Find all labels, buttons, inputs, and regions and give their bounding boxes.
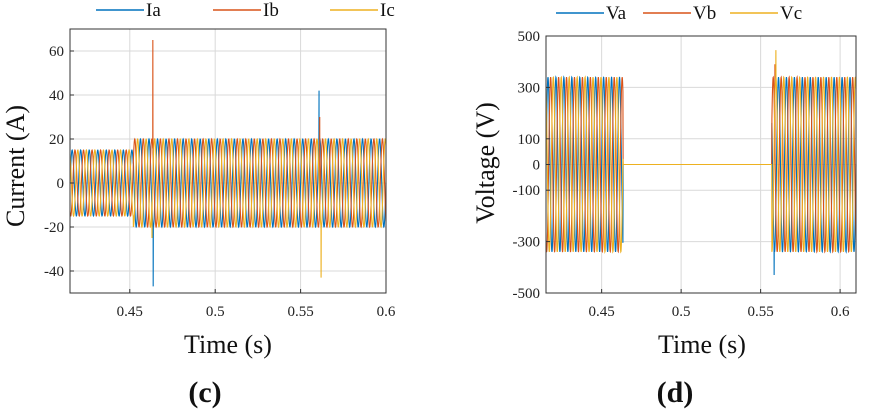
current-y-tick-label: 0 [57, 176, 65, 192]
current-y-tick-label: 20 [49, 132, 64, 148]
voltage-panel-label: (d) [657, 376, 694, 409]
legend-label-vc: Vc [780, 3, 802, 24]
voltage-y-tick-label: -500 [513, 286, 541, 302]
series-line-ic [69, 137, 387, 278]
voltage-x-tick-label: 0.55 [747, 304, 773, 320]
current-plot-frame [69, 28, 387, 294]
voltage-x-tick-label: 0.5 [672, 304, 691, 320]
voltage-legend: Va Vb Vc [556, 3, 802, 24]
voltage-y-tick-label: 300 [518, 80, 541, 96]
current-x-axis-label: Time (s) [184, 330, 272, 359]
legend-label-va: Va [606, 3, 627, 24]
current-legend: Ia Ib Ic [96, 0, 395, 21]
current-series-lines [69, 39, 387, 287]
current-x-tick-label: 0.55 [287, 304, 313, 320]
legend-label-vb: Vb [693, 3, 716, 24]
current-tick-labels: 0.45 0.5 0.55 0.6 -40 -20 0 20 40 60 [44, 44, 396, 320]
voltage-x-tick-label: 0.45 [589, 304, 615, 320]
voltage-series-lines [545, 50, 857, 276]
current-y-tick-label: -40 [44, 264, 64, 280]
voltage-y-tick-label: 500 [518, 29, 541, 45]
voltage-x-tick-label: 0.6 [831, 304, 850, 320]
voltage-x-axis-label: Time (s) [658, 330, 746, 359]
current-x-tick-label: 0.45 [117, 304, 143, 320]
current-x-tick-label: 0.6 [377, 304, 396, 320]
current-y-axis-label: Current (A) [1, 105, 30, 227]
series-line-ib [69, 39, 387, 229]
voltage-y-axis-label: Voltage (V) [471, 102, 500, 224]
legend-label-ia: Ia [146, 0, 161, 21]
legend-label-ic: Ic [380, 0, 395, 21]
series-line-ia [69, 90, 387, 287]
series-line-vc [545, 50, 857, 254]
legend-label-ib: Ib [263, 0, 279, 21]
current-y-tick-label: 40 [49, 88, 64, 104]
current-chart: 0.45 0.5 0.55 0.6 -40 -20 0 20 40 60 Ia Ib Ic Time … [1, 0, 396, 409]
voltage-y-tick-label: -300 [513, 235, 541, 251]
current-panel-label: (c) [188, 376, 221, 409]
current-y-tick-label: 60 [49, 44, 64, 60]
voltage-y-tick-label: 100 [518, 132, 541, 148]
current-axes-box [69, 28, 387, 294]
voltage-y-tick-label: -100 [513, 183, 541, 199]
current-y-tick-label: -20 [44, 220, 64, 236]
voltage-tick-labels: 0.45 0.5 0.55 0.6 -500 -300 -100 0 100 300 500 [513, 29, 850, 320]
voltage-y-tick-label: 0 [533, 158, 541, 174]
current-x-tick-label: 0.5 [206, 304, 225, 320]
